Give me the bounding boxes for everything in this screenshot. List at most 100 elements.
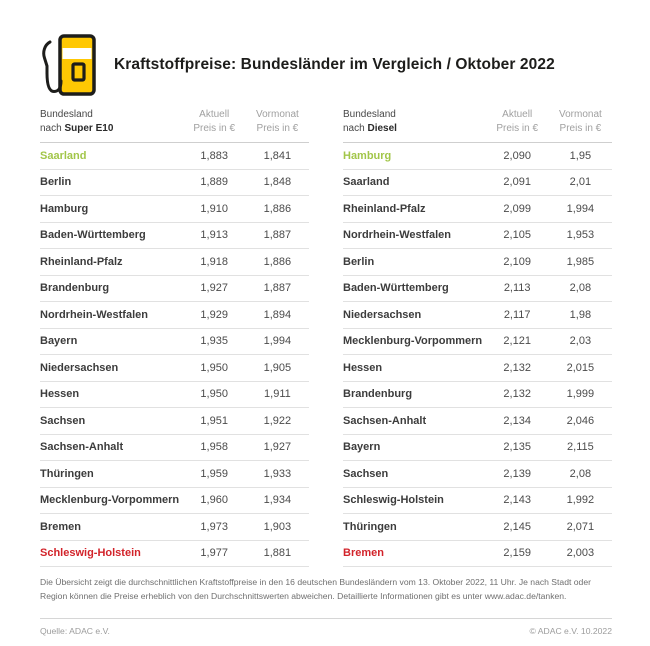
table-row: Hamburg 2,090 1,95 <box>343 142 612 170</box>
previous-price: 1,999 <box>548 381 612 408</box>
table-header: Bundesland nach Diesel Aktuell Preis in … <box>343 108 612 143</box>
table-body: Saarland 1,883 1,841 Berlin 1,889 1,848 Hambur… <box>40 142 309 567</box>
previous-price: 2,115 <box>548 434 612 461</box>
state-name: Mecklenburg-Vorpommern <box>40 487 183 514</box>
price-tables: Bundesland nach Super E10 Aktuell Preis … <box>40 108 612 567</box>
current-price: 1,883 <box>182 142 246 170</box>
previous-price: 2,015 <box>548 354 612 382</box>
state-name: Niedersachsen <box>40 354 183 382</box>
state-name: Berlin <box>343 248 486 276</box>
column-header-previous: Vormonat Preis in € <box>245 108 309 143</box>
table-row: Mecklenburg-Vorpommern 2,121 2,03 <box>343 328 612 355</box>
current-price: 1,910 <box>182 195 246 223</box>
table-row: Niedersachsen 2,117 1,98 <box>343 301 612 329</box>
state-name: Baden-Württemberg <box>343 275 486 302</box>
previous-price: 1,933 <box>245 460 309 488</box>
previous-price: 1,927 <box>245 434 309 461</box>
state-name: Baden-Württemberg <box>40 222 183 249</box>
current-price: 1,918 <box>182 248 246 276</box>
previous-price: 1,98 <box>548 301 612 329</box>
current-price: 2,109 <box>485 248 549 276</box>
current-price: 1,913 <box>182 222 246 249</box>
state-name: Schleswig-Holstein <box>343 487 486 514</box>
state-name: Bayern <box>40 328 183 355</box>
previous-price: 1,841 <box>245 142 309 170</box>
table-row: Rheinland-Pfalz 1,918 1,886 <box>40 248 309 276</box>
state-name: Thüringen <box>343 513 486 541</box>
state-name: Hessen <box>40 381 183 408</box>
table-row: Thüringen 2,145 2,071 <box>343 513 612 541</box>
column-header-previous: Vormonat Preis in € <box>548 108 612 143</box>
state-header-line1: Bundesland <box>40 109 93 120</box>
previous-price: 2,003 <box>548 540 612 567</box>
table-row: Berlin 1,889 1,848 <box>40 169 309 196</box>
fuel-type-label: Super E10 <box>64 122 114 134</box>
column-header-current: Aktuell Preis in € <box>182 108 246 143</box>
copyright-label: © ADAC e.V. 10.2022 <box>529 625 612 636</box>
current-price: 2,091 <box>485 169 549 196</box>
table-row: Baden-Württemberg 2,113 2,08 <box>343 275 612 302</box>
state-name: Hamburg <box>40 195 183 223</box>
current-price: 1,950 <box>182 381 246 408</box>
current-price: 2,099 <box>485 195 549 223</box>
table-row: Mecklenburg-Vorpommern 1,960 1,934 <box>40 487 309 514</box>
current-price: 2,113 <box>485 275 549 302</box>
column-header-state: Bundesland nach Super E10 <box>40 108 183 143</box>
table-row: Sachsen-Anhalt 1,958 1,927 <box>40 434 309 461</box>
fuel-pump-icon <box>40 33 98 97</box>
table-header: Bundesland nach Super E10 Aktuell Preis … <box>40 108 309 143</box>
table-row: Bremen 2,159 2,003 <box>343 540 612 567</box>
table-row: Sachsen 2,139 2,08 <box>343 460 612 488</box>
table-row: Saarland 2,091 2,01 <box>343 169 612 196</box>
current-price: 1,977 <box>182 540 246 567</box>
current-price: 1,973 <box>182 513 246 541</box>
state-name: Brandenburg <box>40 275 183 302</box>
state-name: Sachsen-Anhalt <box>40 434 183 461</box>
state-name: Bremen <box>40 513 183 541</box>
state-name: Thüringen <box>40 460 183 488</box>
state-header-line1: Bundesland <box>343 109 396 120</box>
state-name: Bayern <box>343 434 486 461</box>
table-row: Brandenburg 1,927 1,887 <box>40 275 309 302</box>
table-body: Hamburg 2,090 1,95 Saarland 2,091 2,01 Rheinla… <box>343 142 612 567</box>
previous-price: 1,881 <box>245 540 309 567</box>
current-price: 2,143 <box>485 487 549 514</box>
footer: Quelle: ADAC e.V. © ADAC e.V. 10.2022 <box>40 617 612 636</box>
header: Kraftstoffpreise: Bundesländer im Vergle… <box>40 28 612 102</box>
source-label: Quelle: ADAC e.V. <box>40 625 110 636</box>
state-name: Brandenburg <box>343 381 486 408</box>
current-price: 1,958 <box>182 434 246 461</box>
current-price: 1,927 <box>182 275 246 302</box>
previous-price: 1,886 <box>245 248 309 276</box>
current-price: 1,951 <box>182 407 246 435</box>
previous-price: 1,953 <box>548 222 612 249</box>
previous-price: 1,922 <box>245 407 309 435</box>
current-price: 2,132 <box>485 354 549 382</box>
table-row: Rheinland-Pfalz 2,099 1,994 <box>343 195 612 223</box>
column-header-state: Bundesland nach Diesel <box>343 108 486 143</box>
state-header-prefix: nach <box>343 122 368 134</box>
state-name: Sachsen <box>40 407 183 435</box>
table-row: Schleswig-Holstein 1,977 1,881 <box>40 540 309 567</box>
table-row: Thüringen 1,959 1,933 <box>40 460 309 488</box>
current-price: 2,134 <box>485 407 549 435</box>
current-price: 2,132 <box>485 381 549 408</box>
current-price: 1,889 <box>182 169 246 196</box>
state-name: Sachsen <box>343 460 486 488</box>
current-price: 1,959 <box>182 460 246 488</box>
previous-price: 1,934 <box>245 487 309 514</box>
current-price: 1,950 <box>182 354 246 382</box>
previous-price: 1,905 <box>245 354 309 382</box>
previous-price: 1,886 <box>245 195 309 223</box>
state-name: Hessen <box>343 354 486 382</box>
table-row: Saarland 1,883 1,841 <box>40 142 309 170</box>
footnote-text: Die Übersicht zeigt die durchschnittlich… <box>40 577 591 601</box>
state-name: Saarland <box>343 169 486 196</box>
state-header-prefix: nach <box>40 122 65 134</box>
table-row: Sachsen 1,951 1,922 <box>40 407 309 435</box>
table-row: Bayern 2,135 2,115 <box>343 434 612 461</box>
page-title: Kraftstoffpreise: Bundesländer im Vergle… <box>114 56 555 73</box>
state-name: Berlin <box>40 169 183 196</box>
previous-price: 2,071 <box>548 513 612 541</box>
